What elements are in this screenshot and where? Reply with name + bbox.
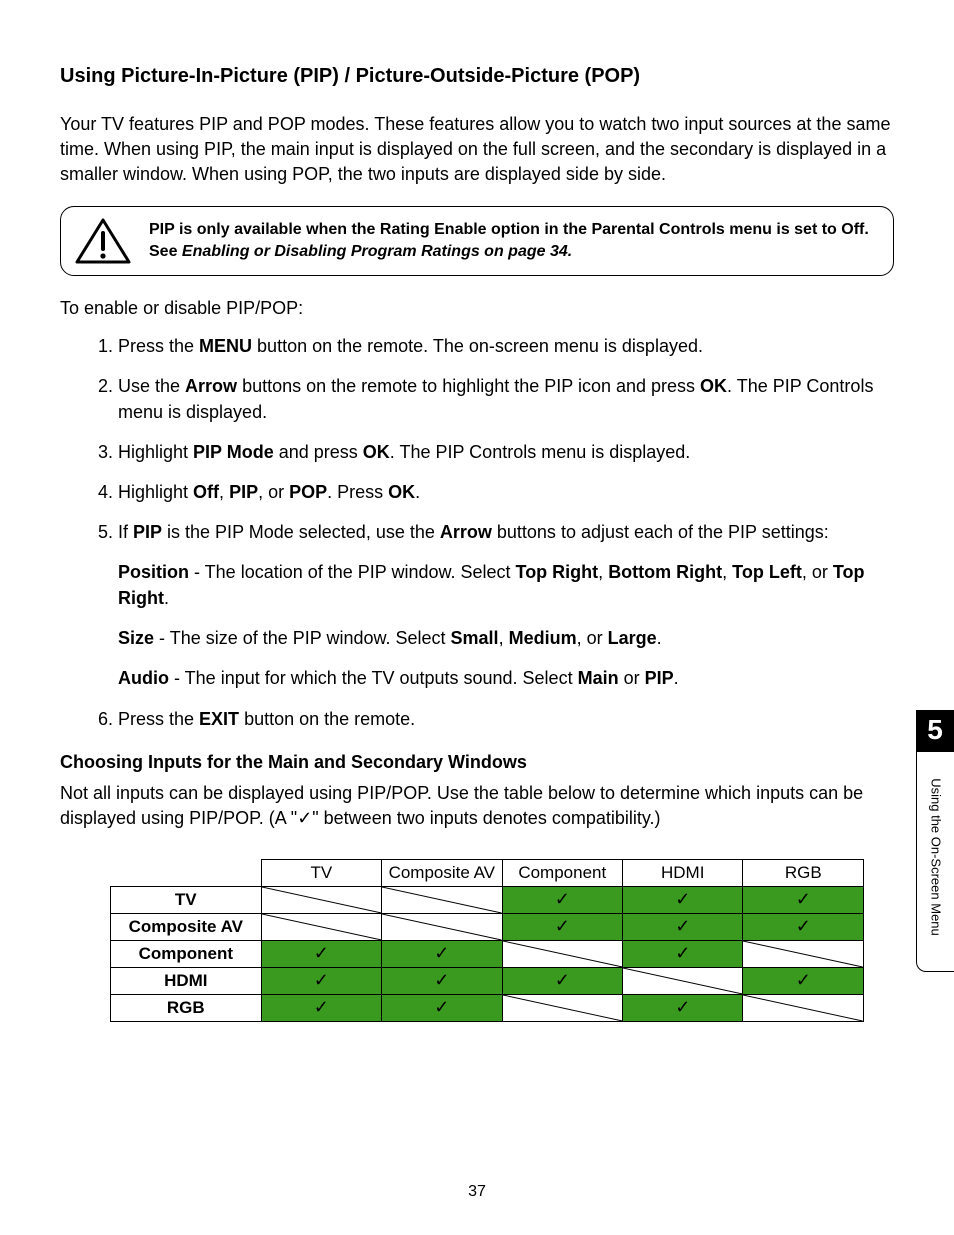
col-header: RGB	[743, 859, 864, 886]
compat-cell: ✓	[623, 913, 743, 940]
compat-cell: ✓	[743, 886, 864, 913]
col-header: HDMI	[623, 859, 743, 886]
compat-cell: ✓	[502, 886, 622, 913]
compat-cell	[623, 967, 743, 994]
compat-cell: ✓	[502, 967, 622, 994]
compat-cell	[743, 994, 864, 1021]
compat-cell	[382, 886, 502, 913]
table-row: Component✓✓✓	[111, 940, 864, 967]
page-title: Using Picture-In-Picture (PIP) / Picture…	[60, 65, 894, 88]
warning-callout: PIP is only available when the Rating En…	[60, 206, 894, 276]
compat-cell: ✓	[382, 940, 502, 967]
chapter-number: 5	[916, 710, 954, 752]
row-header: Component	[111, 940, 262, 967]
step-1: Press the MENU button on the remote. The…	[118, 333, 894, 359]
row-header: TV	[111, 886, 262, 913]
compat-cell: ✓	[382, 967, 502, 994]
compat-cell: ✓	[743, 967, 864, 994]
col-header: Composite AV	[382, 859, 502, 886]
compat-cell: ✓	[261, 967, 381, 994]
step-3: Highlight PIP Mode and press OK. The PIP…	[118, 439, 894, 465]
compat-cell: ✓	[261, 940, 381, 967]
compat-cell: ✓	[623, 886, 743, 913]
compat-cell: ✓	[261, 994, 381, 1021]
warning-icon	[75, 217, 131, 265]
intro-paragraph: Your TV features PIP and POP modes. Thes…	[60, 112, 894, 188]
compat-cell: ✓	[502, 913, 622, 940]
step-5-position: Position - The location of the PIP windo…	[118, 559, 894, 611]
col-header: Component	[502, 859, 622, 886]
step-4: Highlight Off, PIP, or POP. Press OK.	[118, 479, 894, 505]
compat-cell	[743, 940, 864, 967]
side-tab: 5 Using the On-Screen Menu	[916, 710, 954, 972]
compat-cell	[261, 913, 381, 940]
compatibility-table: TVComposite AVComponentHDMIRGB TV✓✓✓Comp…	[110, 859, 864, 1022]
table-row: Composite AV✓✓✓	[111, 913, 864, 940]
compat-cell	[382, 913, 502, 940]
col-header: TV	[261, 859, 381, 886]
steps-list: Press the MENU button on the remote. The…	[60, 333, 894, 732]
compat-cell	[502, 940, 622, 967]
table-row: TV✓✓✓	[111, 886, 864, 913]
compat-cell	[261, 886, 381, 913]
compat-cell: ✓	[623, 994, 743, 1021]
page-number: 37	[0, 1183, 954, 1201]
step-5-size: Size - The size of the PIP window. Selec…	[118, 625, 894, 651]
compat-cell: ✓	[623, 940, 743, 967]
step-5-audio: Audio - The input for which the TV outpu…	[118, 665, 894, 691]
callout-text: PIP is only available when the Rating En…	[149, 219, 879, 262]
row-header: HDMI	[111, 967, 262, 994]
table-row: HDMI✓✓✓✓	[111, 967, 864, 994]
compat-cell: ✓	[743, 913, 864, 940]
step-5: If PIP is the PIP Mode selected, use the…	[118, 519, 894, 691]
row-header: Composite AV	[111, 913, 262, 940]
subheading: Choosing Inputs for the Main and Seconda…	[60, 752, 894, 773]
table-row: RGB✓✓✓	[111, 994, 864, 1021]
step-6: Press the EXIT button on the remote.	[118, 706, 894, 732]
row-header: RGB	[111, 994, 262, 1021]
lead-text: To enable or disable PIP/POP:	[60, 298, 894, 319]
table-lead: Not all inputs can be displayed using PI…	[60, 781, 894, 831]
side-tab-label: Using the On-Screen Menu	[928, 778, 943, 936]
compat-cell	[502, 994, 622, 1021]
step-2: Use the Arrow buttons on the remote to h…	[118, 373, 894, 425]
compat-cell: ✓	[382, 994, 502, 1021]
